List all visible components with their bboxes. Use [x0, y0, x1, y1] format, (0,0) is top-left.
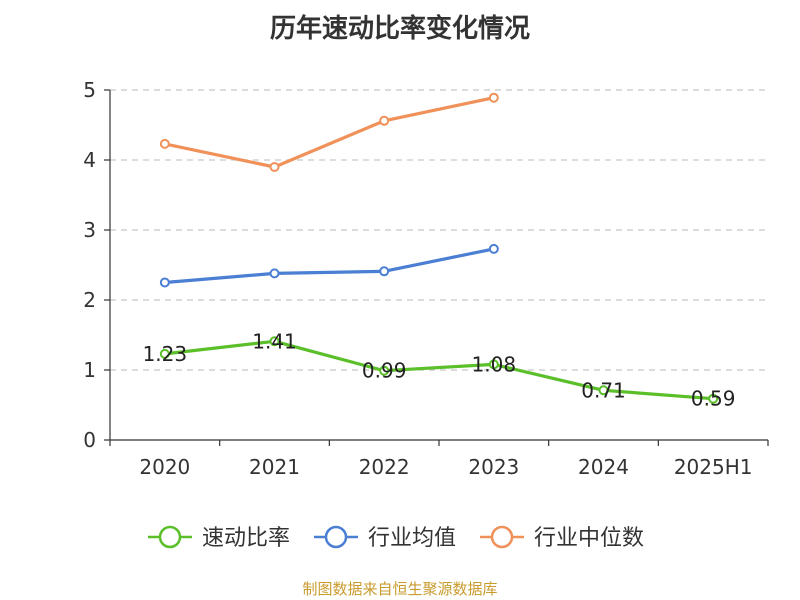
legend-item[interactable]: 行业均值 — [314, 525, 456, 551]
data-point — [488, 359, 499, 370]
legend-marker — [158, 525, 182, 549]
data-point — [708, 393, 719, 404]
data-point — [269, 162, 280, 172]
data-point — [598, 385, 609, 396]
data-point — [159, 348, 170, 359]
data-point — [159, 138, 170, 149]
legend-item[interactable]: 速动比率 — [148, 525, 290, 551]
data-point — [159, 277, 170, 288]
legend-label: 行业均值 — [368, 526, 456, 551]
series-line — [164, 96, 495, 169]
data-point — [379, 115, 390, 126]
legend[interactable]: 速动比率 行业均值 行业中位数 — [148, 525, 644, 551]
y-tick-label: 0 — [83, 428, 96, 452]
data-point — [379, 266, 390, 277]
y-tick-label: 4 — [83, 148, 96, 172]
legend-marker — [324, 525, 348, 549]
x-tick-label: 2021 — [249, 455, 300, 479]
legend-item[interactable]: 行业中位数 — [480, 525, 644, 551]
y-tick-label: 2 — [83, 288, 96, 312]
chart-title: 历年速动比率变化情况 — [269, 14, 530, 44]
data-label: 1.23 — [143, 342, 188, 366]
x-tick-label: 2025H1 — [674, 455, 753, 479]
data-point — [269, 268, 280, 279]
data-point — [379, 365, 390, 376]
series-layer — [159, 92, 719, 404]
y-tick-label: 1 — [83, 358, 96, 382]
data-point — [488, 92, 499, 103]
data-point — [269, 336, 280, 347]
legend-marker — [490, 525, 514, 549]
legend-label: 行业中位数 — [534, 526, 644, 551]
data-label: 0.99 — [362, 359, 407, 383]
gridlines — [110, 89, 768, 371]
data-label: 0.71 — [581, 378, 626, 402]
series-line — [164, 339, 714, 401]
data-label: 1.41 — [252, 329, 297, 353]
series-line — [164, 247, 495, 285]
data-label: 0.59 — [691, 387, 736, 411]
x-tick-label: 2024 — [578, 455, 629, 479]
axes: 0 1 2 3 4 5 2020 2021 2022 2023 2024 2025H1 — [83, 78, 769, 479]
x-tick-label: 2022 — [359, 455, 410, 479]
y-tick-label: 5 — [83, 78, 96, 102]
legend-label: 速动比率 — [202, 526, 290, 551]
data-labels: 1.23 1.41 0.99 1.08 0.71 0.59 — [143, 329, 736, 410]
source-footer: 制图数据来自恒生聚源数据库 — [302, 580, 498, 598]
x-tick-label: 2020 — [139, 455, 190, 479]
x-tick-label: 2023 — [468, 455, 519, 479]
data-label: 1.08 — [472, 352, 517, 376]
y-tick-label: 3 — [83, 218, 96, 242]
data-point — [488, 243, 499, 254]
